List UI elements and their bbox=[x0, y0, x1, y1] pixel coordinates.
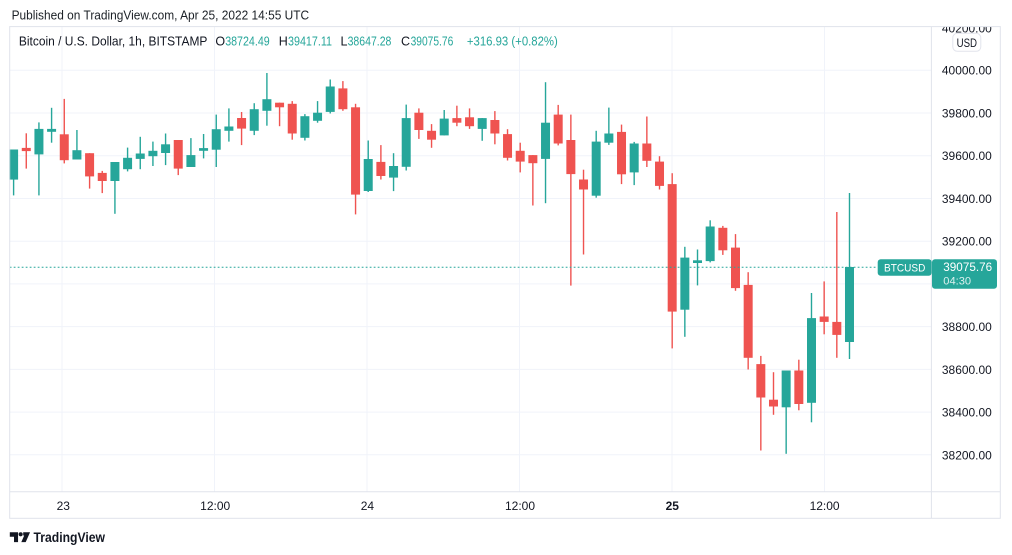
svg-text:O: O bbox=[215, 34, 225, 48]
svg-text:C: C bbox=[401, 34, 410, 48]
svg-text:38647.28: 38647.28 bbox=[348, 34, 392, 48]
svg-text:12:00: 12:00 bbox=[505, 499, 535, 513]
svg-text:24: 24 bbox=[361, 499, 375, 513]
svg-text:+316.93 (+0.82%): +316.93 (+0.82%) bbox=[467, 34, 558, 48]
svg-text:39600.00: 39600.00 bbox=[942, 149, 992, 163]
svg-text:23: 23 bbox=[57, 499, 71, 513]
svg-text:USD: USD bbox=[957, 36, 978, 50]
svg-text:12:00: 12:00 bbox=[810, 499, 840, 513]
svg-text:39417.11: 39417.11 bbox=[288, 34, 332, 48]
svg-text:25: 25 bbox=[666, 499, 680, 513]
svg-text:39075.76: 39075.76 bbox=[411, 34, 454, 48]
svg-text:38800.00: 38800.00 bbox=[942, 320, 992, 334]
svg-text:04:30: 04:30 bbox=[943, 276, 971, 288]
svg-text:BTCUSD: BTCUSD bbox=[884, 263, 925, 275]
svg-text:40000.00: 40000.00 bbox=[942, 64, 992, 78]
svg-text:12:00: 12:00 bbox=[200, 499, 230, 513]
svg-text:40200.00: 40200.00 bbox=[942, 21, 992, 35]
svg-text:L: L bbox=[341, 34, 348, 48]
svg-text:38400.00: 38400.00 bbox=[942, 406, 992, 420]
svg-text:39800.00: 39800.00 bbox=[942, 106, 992, 120]
svg-text:38724.49: 38724.49 bbox=[225, 34, 270, 48]
svg-text:39400.00: 39400.00 bbox=[942, 192, 992, 206]
svg-text:Published on TradingView.com,: Published on TradingView.com, Apr 25, 20… bbox=[12, 8, 310, 23]
svg-text:TradingView: TradingView bbox=[34, 530, 106, 545]
svg-text:H: H bbox=[279, 34, 288, 48]
svg-text:38600.00: 38600.00 bbox=[942, 363, 992, 377]
svg-text:39075.76: 39075.76 bbox=[943, 260, 992, 274]
svg-text:38200.00: 38200.00 bbox=[942, 448, 992, 462]
svg-text:Bitcoin / U.S. Dollar, 1h, BIT: Bitcoin / U.S. Dollar, 1h, BITSTAMP bbox=[19, 34, 208, 48]
svg-text:39200.00: 39200.00 bbox=[942, 235, 992, 249]
